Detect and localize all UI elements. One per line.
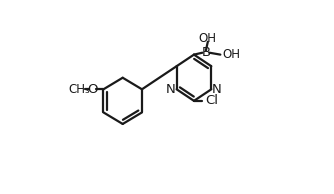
Text: Cl: Cl xyxy=(205,94,218,107)
Text: OH: OH xyxy=(222,48,240,61)
Text: B: B xyxy=(201,46,210,59)
Text: N: N xyxy=(212,83,222,96)
Text: N: N xyxy=(166,83,176,96)
Text: O: O xyxy=(88,83,98,96)
Text: OH: OH xyxy=(199,32,217,45)
Text: CH₃: CH₃ xyxy=(69,83,91,96)
